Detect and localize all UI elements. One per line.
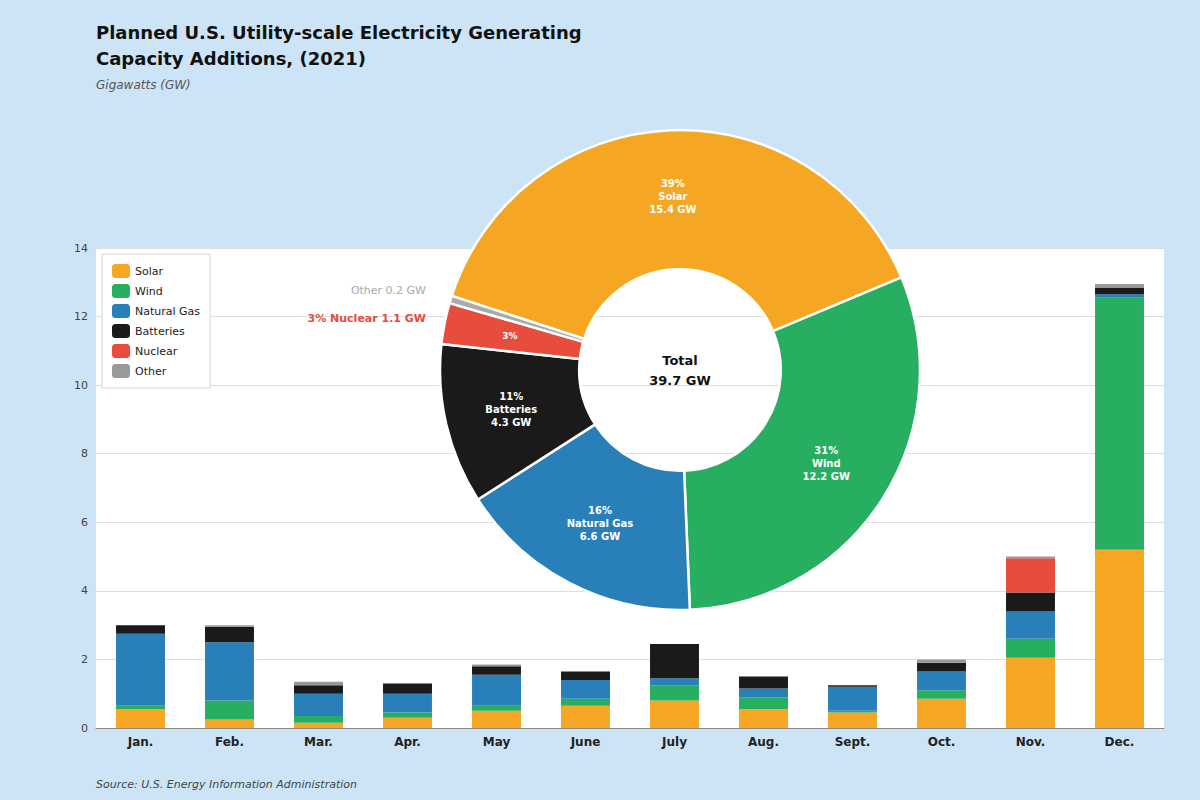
svg-text:11%: 11% bbox=[499, 391, 523, 402]
svg-text:Mar.: Mar. bbox=[304, 735, 333, 749]
svg-text:Source: U.S. Energy Informatio: Source: U.S. Energy Information Administ… bbox=[96, 778, 357, 791]
svg-text:Aug.: Aug. bbox=[748, 735, 779, 749]
svg-text:4: 4 bbox=[81, 584, 88, 597]
svg-text:Batteries: Batteries bbox=[135, 325, 185, 338]
svg-text:31%: 31% bbox=[814, 445, 838, 456]
svg-text:Wind: Wind bbox=[812, 458, 841, 469]
svg-text:Natural Gas: Natural Gas bbox=[135, 305, 200, 318]
svg-text:Solar: Solar bbox=[135, 265, 164, 278]
svg-text:Capacity Additions, (2021): Capacity Additions, (2021) bbox=[96, 48, 366, 69]
svg-text:Other: Other bbox=[135, 365, 167, 378]
svg-text:Jan.: Jan. bbox=[127, 735, 154, 749]
svg-text:2: 2 bbox=[81, 653, 88, 666]
svg-text:16%: 16% bbox=[588, 505, 612, 516]
svg-text:3% Nuclear 1.1 GW: 3% Nuclear 1.1 GW bbox=[308, 312, 426, 325]
svg-text:July: July bbox=[661, 735, 687, 749]
svg-text:Wind: Wind bbox=[135, 285, 163, 298]
svg-text:Solar: Solar bbox=[658, 191, 687, 202]
svg-text:May: May bbox=[483, 735, 511, 749]
svg-text:Other 0.2 GW: Other 0.2 GW bbox=[351, 284, 426, 297]
svg-text:0: 0 bbox=[81, 722, 88, 735]
svg-text:Dec.: Dec. bbox=[1105, 735, 1135, 749]
svg-text:39.7 GW: 39.7 GW bbox=[649, 373, 711, 388]
svg-text:Gigawatts (GW): Gigawatts (GW) bbox=[96, 78, 191, 92]
svg-text:4.3 GW: 4.3 GW bbox=[491, 417, 531, 428]
svg-text:Feb.: Feb. bbox=[215, 735, 244, 749]
svg-text:Sept.: Sept. bbox=[835, 735, 871, 749]
svg-text:39%: 39% bbox=[661, 178, 685, 189]
svg-text:Batteries: Batteries bbox=[485, 404, 537, 415]
svg-text:3%: 3% bbox=[502, 331, 517, 341]
svg-text:Total: Total bbox=[662, 353, 698, 368]
svg-text:12: 12 bbox=[74, 310, 88, 323]
svg-text:Oct.: Oct. bbox=[928, 735, 956, 749]
svg-text:6.6 GW: 6.6 GW bbox=[580, 531, 620, 542]
svg-text:Planned U.S. Utility-scale Ele: Planned U.S. Utility-scale Electricity G… bbox=[96, 22, 582, 43]
svg-text:Nov.: Nov. bbox=[1016, 735, 1046, 749]
svg-text:12.2 GW: 12.2 GW bbox=[803, 471, 850, 482]
svg-text:10: 10 bbox=[74, 379, 88, 392]
svg-text:6: 6 bbox=[81, 516, 88, 529]
svg-text:Nuclear: Nuclear bbox=[135, 345, 178, 358]
svg-text:14: 14 bbox=[74, 242, 88, 255]
svg-text:Natural Gas: Natural Gas bbox=[567, 518, 634, 529]
svg-text:June: June bbox=[570, 735, 601, 749]
svg-text:Apr.: Apr. bbox=[394, 735, 421, 749]
svg-text:8: 8 bbox=[81, 447, 88, 460]
svg-text:15.4 GW: 15.4 GW bbox=[649, 204, 696, 215]
